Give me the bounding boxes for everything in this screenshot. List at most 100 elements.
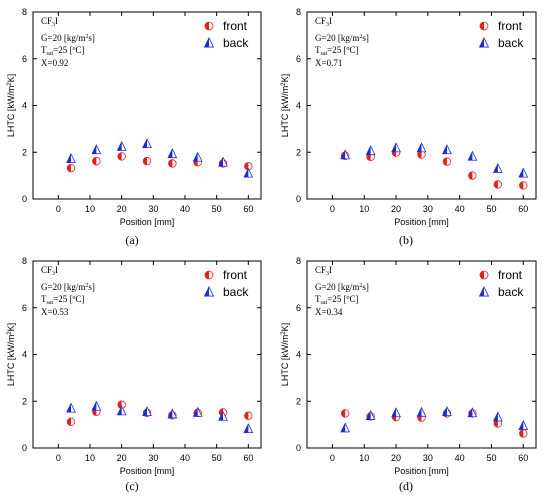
back-marker-half (142, 139, 147, 148)
legend-marker-back (203, 286, 215, 297)
data-point-front (519, 181, 528, 190)
back-marker-half (519, 168, 524, 178)
series-back (66, 400, 254, 434)
annotation-fluid-sub: 3 (52, 271, 55, 277)
annotation-mass-flux-main: G=20 [kg/m (41, 282, 85, 292)
front-marker-half (519, 429, 524, 438)
back-marker-half (391, 408, 397, 417)
front-marker-half (480, 22, 484, 30)
annotation-quality: X=0.71 (315, 58, 342, 68)
front-marker-half (143, 157, 147, 165)
front-marker-half (443, 157, 447, 166)
legend-label-back: back (223, 285, 249, 299)
data-point-back (66, 153, 76, 164)
x-tick-label: 0 (330, 453, 335, 463)
front-marker-half (417, 150, 422, 159)
y-tick-label: 6 (296, 303, 301, 313)
y-tick-label: 0 (22, 443, 27, 453)
data-point-front (66, 417, 76, 427)
annotation-fluid-sub: 3 (326, 22, 329, 28)
back-marker-half (117, 141, 122, 151)
annotation-temperature-end: C] (350, 294, 359, 304)
panel-label: (d) (399, 479, 413, 493)
x-tick-label: 30 (423, 453, 433, 463)
annotation-mass-flux-sup: 2 (85, 283, 88, 289)
data-point-front (493, 419, 503, 428)
series-back (340, 142, 529, 178)
data-point-back (365, 145, 376, 156)
data-point-front (417, 150, 426, 159)
back-marker-half (92, 145, 97, 154)
legend-label-front: front (498, 268, 523, 282)
back-marker-half (366, 146, 371, 155)
back-marker-half (117, 406, 122, 415)
annotation-fluid-main: CF (315, 265, 326, 275)
annotation-temperature-end: C] (76, 294, 85, 304)
data-point-back (416, 406, 427, 417)
back-marker-half (340, 423, 346, 432)
back-marker-half (66, 153, 71, 163)
x-tick-label: 60 (518, 204, 528, 214)
annotation-temperature: Tsat=25 [oC] (41, 45, 85, 57)
data-point-back (391, 407, 401, 418)
annotation-temperature-tail: =25 [ (327, 294, 346, 304)
annotation-fluid-sub: 3 (326, 271, 329, 277)
annotation-quality: X=0.92 (41, 58, 68, 68)
legend-label-back: back (498, 285, 524, 299)
annotation-mass-flux-tail: s] (362, 33, 369, 43)
annotation-temperature-sub: sat (47, 51, 54, 57)
data-point-back (218, 156, 228, 167)
annotation-mass-flux-main: G=20 [kg/m (315, 33, 359, 43)
x-tick-label: 60 (243, 204, 253, 214)
annotation-fluid-tail: I (55, 16, 58, 26)
back-marker-half (204, 286, 209, 297)
back-marker-half (244, 424, 249, 433)
annotation-temperature-main: T (41, 45, 47, 55)
annotation-fluid-main: CF (315, 16, 326, 26)
y-tick-label: 4 (296, 101, 301, 111)
y-tick-label: 6 (296, 54, 301, 64)
x-tick-label: 20 (391, 204, 401, 214)
y-axis-label-tail: K] (6, 323, 16, 332)
front-marker-half (92, 157, 97, 165)
data-point-back (365, 410, 376, 420)
x-tick-label: 60 (243, 453, 253, 463)
front-marker-half (117, 152, 122, 161)
x-tick-label: 10 (85, 204, 95, 214)
x-tick-label: 20 (391, 453, 401, 463)
legend-marker-front (479, 21, 489, 31)
annotation-temperature-main: T (41, 294, 47, 304)
annotation-mass-flux-tail: s] (88, 282, 95, 292)
data-point-front (519, 429, 528, 438)
x-tick-label: 40 (455, 453, 465, 463)
y-tick-label: 4 (22, 101, 27, 111)
data-point-back (167, 408, 178, 419)
panel-label: (a) (125, 233, 138, 247)
x-axis-label: Position [mm] (120, 466, 175, 476)
front-marker-half (244, 162, 249, 171)
annotation-mass-flux: G=20 [kg/m2s] (315, 282, 369, 292)
data-point-front (66, 163, 76, 173)
back-marker-half (142, 406, 147, 416)
legend-marker-back (478, 37, 490, 48)
back-marker-half (193, 152, 198, 162)
back-marker-half (168, 409, 173, 418)
x-tick-label: 30 (148, 204, 158, 214)
data-point-front (468, 171, 477, 180)
annotation-fluid-main: CF (41, 265, 52, 275)
data-point-back (116, 405, 127, 416)
series-back (66, 138, 254, 178)
data-point-front (244, 162, 253, 171)
x-tick-label: 20 (117, 453, 127, 463)
chart-panel-3: 0 10 20 30 40 50 60 0 2 4 6 8 Position [mm] LHTC [kW/… (6, 256, 262, 493)
y-tick-label: 8 (296, 7, 301, 17)
chart-panel-4: 0 10 20 30 40 50 60 0 2 4 6 8 Position [mm] LHTC [kW/… (280, 256, 537, 493)
annotation-temperature-sub: sat (47, 300, 54, 306)
x-tick-label: 0 (56, 453, 61, 463)
annotation-mass-flux: G=20 [kg/m2s] (41, 282, 95, 292)
x-tick-label: 20 (117, 204, 127, 214)
x-tick-label: 30 (423, 204, 433, 214)
y-tick-label: 4 (296, 350, 301, 360)
data-point-back (492, 411, 503, 422)
legend-marker-front (204, 270, 214, 280)
